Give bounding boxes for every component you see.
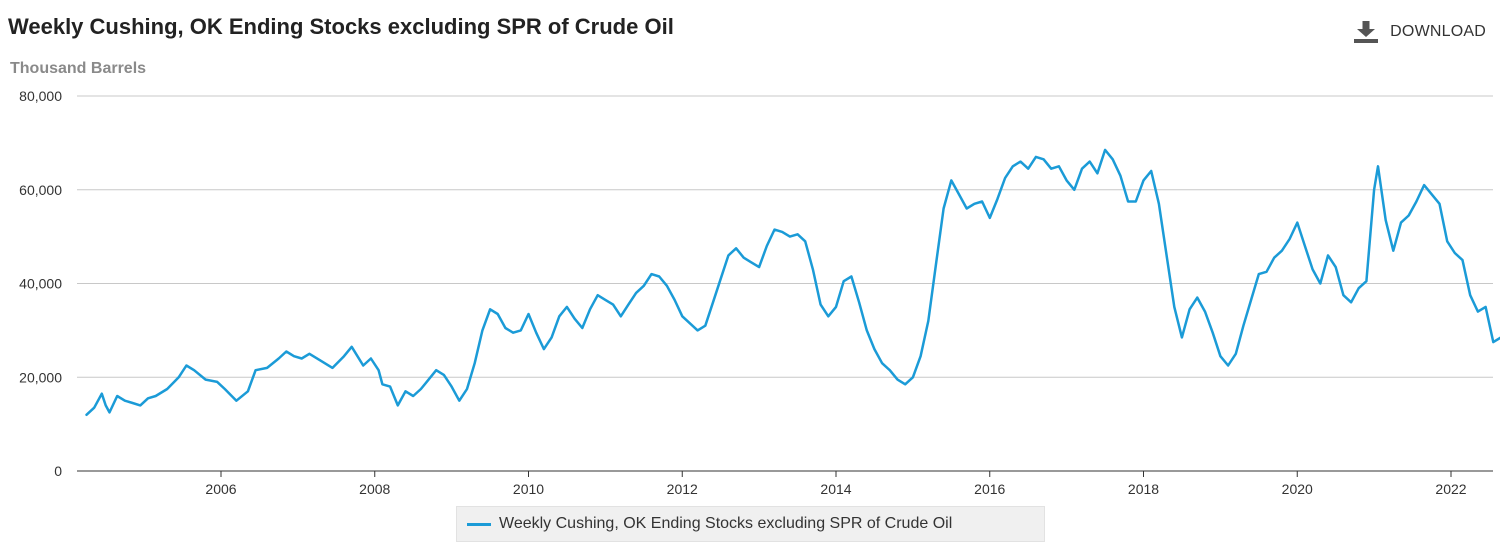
download-label: DOWNLOAD — [1390, 23, 1486, 40]
y-tick-label: 0 — [54, 463, 62, 479]
x-tick-label: 2016 — [974, 481, 1005, 497]
axis-layer: 0 20,000 40,000 60,000 80,000 2006 2008 2010 201… — [19, 88, 1493, 497]
download-button[interactable]: DOWNLOAD — [1354, 21, 1486, 43]
series-line — [85, 148, 1500, 417]
download-icon — [1354, 21, 1379, 43]
legend-swatch — [467, 522, 491, 526]
x-tick-label: 2020 — [1282, 481, 1313, 497]
x-tick-label: 2012 — [667, 481, 698, 497]
x-tick-label: 2008 — [359, 481, 390, 497]
x-tick-label: 2018 — [1128, 481, 1159, 497]
x-tick-label: 2014 — [820, 481, 851, 497]
x-tick-label: 2010 — [513, 481, 544, 497]
x-tick-label: 2006 — [205, 481, 236, 497]
y-tick-label: 60,000 — [19, 182, 62, 198]
x-tick-label: 2022 — [1435, 481, 1466, 497]
y-tick-label: 20,000 — [19, 369, 62, 385]
y-axis-unit-label: Thousand Barrels — [10, 60, 147, 77]
legend-item[interactable]: Weekly Cushing, OK Ending Stocks excludi… — [456, 506, 1045, 542]
y-tick-label: 80,000 — [19, 88, 62, 104]
series-layer — [85, 148, 1500, 417]
y-tick-label: 40,000 — [19, 276, 62, 292]
grid-layer — [77, 95, 1493, 378]
chart-title: Weekly Cushing, OK Ending Stocks excludi… — [8, 14, 674, 39]
legend-label: Weekly Cushing, OK Ending Stocks excludi… — [499, 515, 953, 532]
